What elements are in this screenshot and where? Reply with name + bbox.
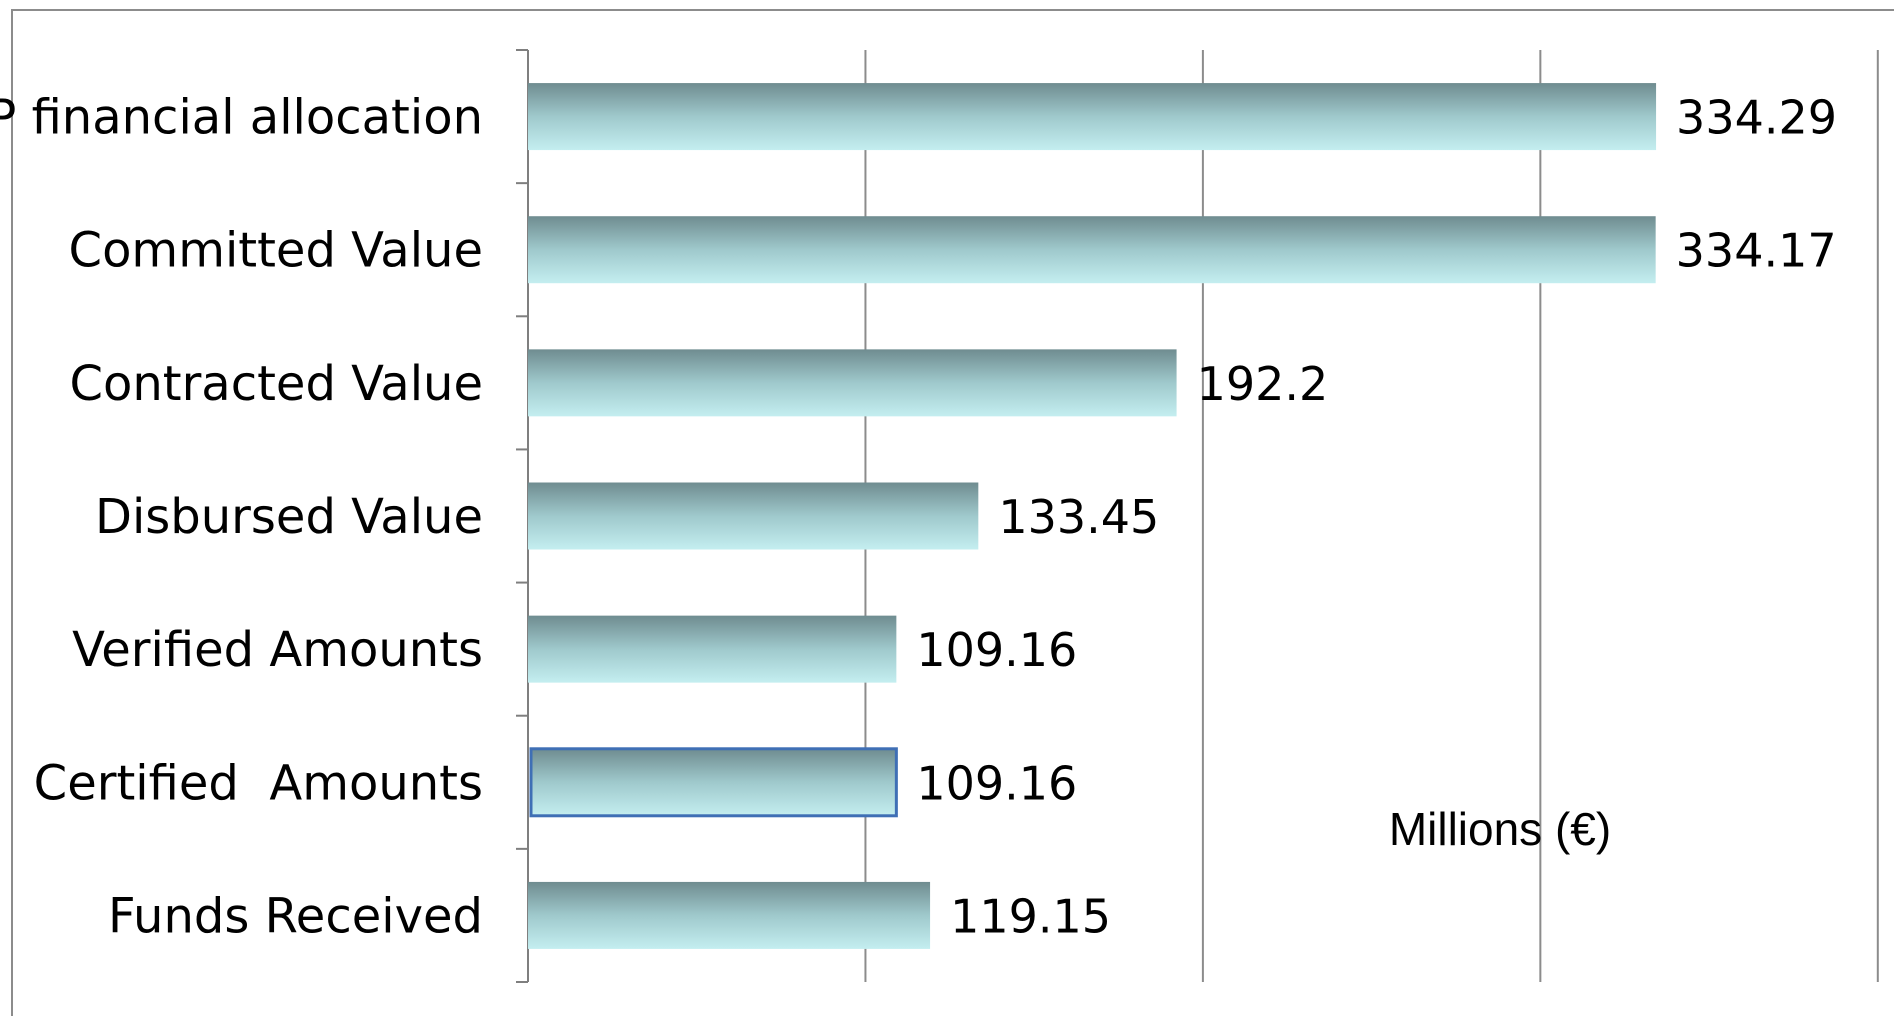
category-label-4: Disbursed Value (95, 489, 483, 545)
category-axis (516, 49, 529, 983)
category-label-6: Certified Amounts (34, 755, 483, 811)
category-label-2: Committed Value (69, 223, 483, 279)
bar-series (528, 83, 1657, 949)
bar-7 (528, 881, 931, 949)
bar-3 (528, 349, 1177, 417)
value-label-5: 109.16 (916, 623, 1077, 677)
value-label-6: 109.16 (916, 756, 1077, 810)
value-label-4: 133.45 (998, 490, 1159, 544)
category-label-5: Verified Amounts (72, 622, 483, 678)
value-label-3: 192.2 (1197, 357, 1329, 411)
bar-5 (528, 615, 897, 683)
value-label-1: 334.29 (1676, 91, 1837, 145)
bar-1 (528, 83, 1657, 151)
unit-annotation: Millions (€) (1389, 803, 1611, 855)
chart-frame (11, 9, 1894, 1021)
labels: OP financial allocation 334.29 Committed V… (0, 90, 1837, 945)
value-label-2: 334.17 (1676, 224, 1837, 278)
value-label-7: 119.15 (950, 889, 1111, 943)
bar-4 (528, 482, 979, 550)
bar-6 (529, 747, 898, 818)
category-label-3: Contracted Value (69, 356, 483, 412)
bar-2 (528, 216, 1656, 284)
category-label-7: Funds Received (108, 888, 483, 944)
category-label-1: OP financial allocation (0, 90, 483, 146)
